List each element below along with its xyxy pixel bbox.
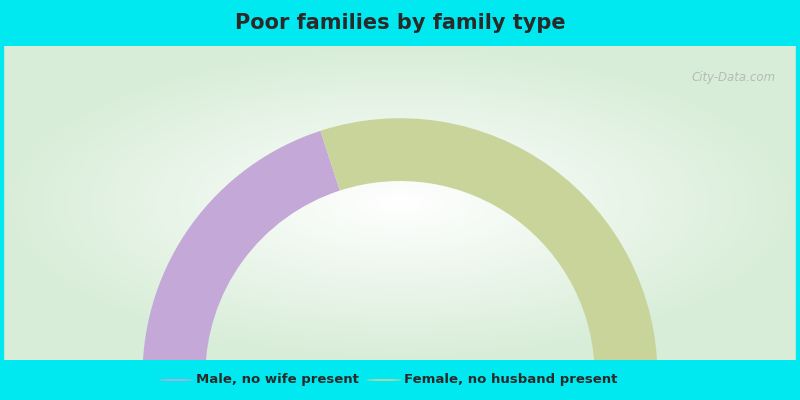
Wedge shape: [321, 118, 658, 376]
Wedge shape: [142, 131, 340, 376]
Circle shape: [158, 379, 194, 381]
Circle shape: [366, 379, 402, 381]
Text: Male, no wife present: Male, no wife present: [196, 374, 359, 386]
Text: City-Data.com: City-Data.com: [692, 71, 776, 84]
Text: Female, no husband present: Female, no husband present: [404, 374, 618, 386]
Text: Poor families by family type: Poor families by family type: [234, 13, 566, 33]
